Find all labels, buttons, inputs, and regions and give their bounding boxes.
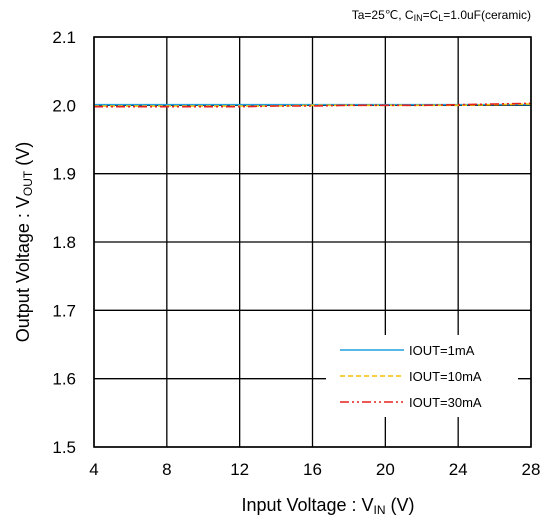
- condition-annotation: Ta=25℃, CIN=CL=1.0uF(ceramic): [352, 8, 531, 23]
- x-tick-label: 8: [162, 460, 171, 479]
- x-tick-label: 24: [449, 460, 468, 479]
- y-tick-labels: 1.5 1.6 1.7 1.8 1.9 2.0 2.1: [52, 28, 76, 457]
- x-tick-label: 16: [303, 460, 322, 479]
- x-axis-label: Input Voltage : VIN (V): [241, 495, 414, 517]
- y-tick-label: 1.6: [52, 370, 76, 389]
- legend-label-3: IOUT=30mA: [409, 395, 482, 410]
- series-line-3: [94, 102, 532, 108]
- legend-label-2: IOUT=10mA: [409, 369, 482, 384]
- y-tick-label: 2.1: [52, 28, 76, 47]
- x-tick-label: 12: [230, 460, 249, 479]
- y-tick-label: 2.0: [52, 96, 76, 115]
- legend: IOUT=1mA IOUT=10mA IOUT=30mA: [326, 335, 518, 417]
- legend-label-1: IOUT=1mA: [409, 343, 475, 358]
- y-tick-label: 1.9: [52, 165, 76, 184]
- series-group: [94, 102, 532, 108]
- x-tick-label: 28: [522, 460, 541, 479]
- x-tick-labels: 4 8 12 16 20 24 28: [89, 460, 540, 479]
- x-tick-label: 4: [89, 460, 98, 479]
- x-tick-label: 20: [376, 460, 395, 479]
- y-tick-label: 1.8: [52, 233, 76, 252]
- y-axis-label: Output Voltage : VOUT (V): [13, 142, 35, 342]
- y-tick-label: 1.7: [52, 301, 76, 320]
- y-tick-label: 1.5: [52, 438, 76, 457]
- plot-frame: [93, 36, 532, 448]
